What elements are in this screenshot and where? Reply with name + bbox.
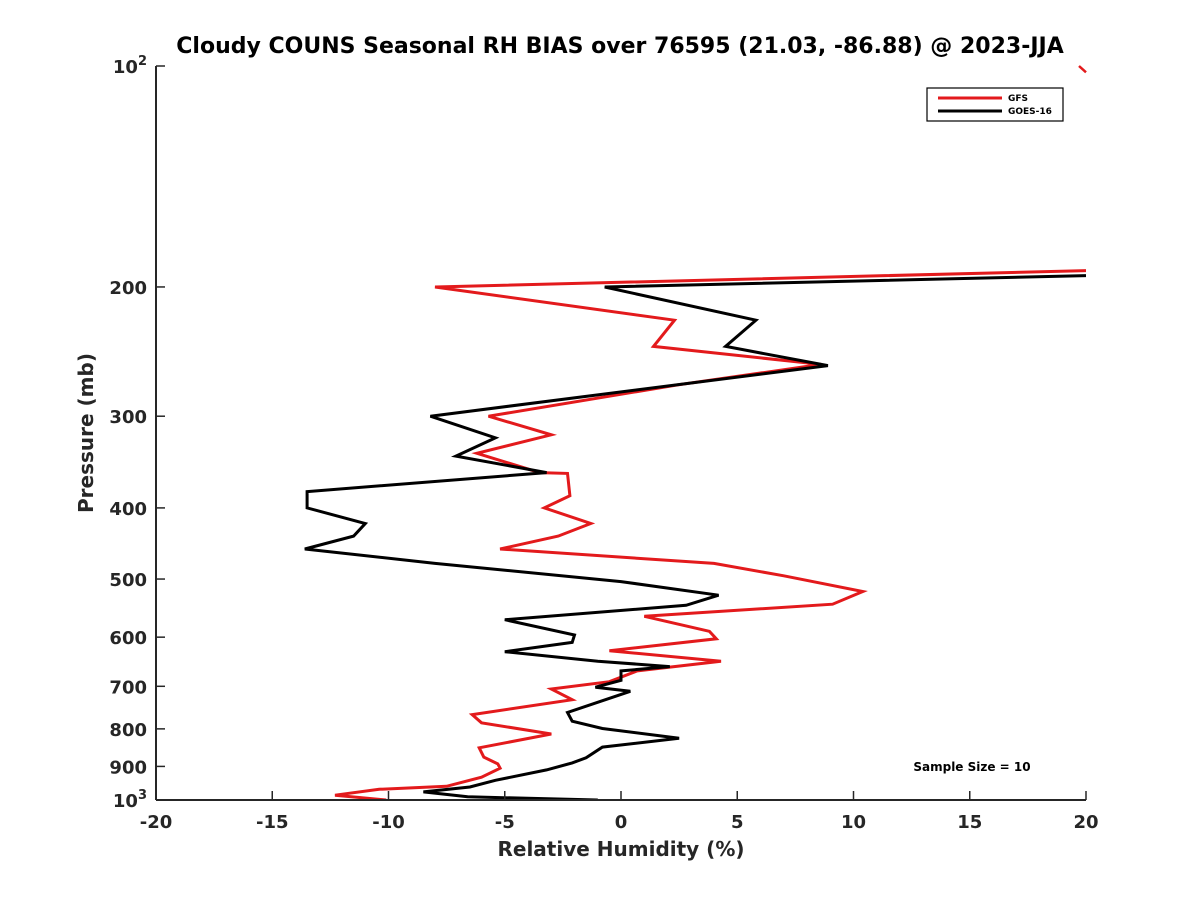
chart-title: Cloudy COUNS Seasonal RH BIAS over 76595… <box>176 34 1063 59</box>
y-tick-label: 800 <box>109 720 147 741</box>
y-tick-label: 200 <box>109 278 147 299</box>
x-tick-label: 5 <box>731 812 744 833</box>
legend: GFS GOES-16 <box>926 87 1064 122</box>
y-tick-label: 500 <box>109 570 147 591</box>
x-tick-label: 0 <box>615 812 628 833</box>
legend-label-gfs: GFS <box>1008 94 1028 104</box>
x-axis-label: Relative Humidity (%) <box>497 837 744 861</box>
y-tick-label: 400 <box>109 499 147 520</box>
series-line-goes16 <box>304 274 1086 800</box>
legend-box <box>926 87 1064 122</box>
legend-label-goes16: GOES-16 <box>1008 107 1052 117</box>
sample-size-annotation: Sample Size = 10 <box>913 760 1030 774</box>
x-tick-label: 10 <box>841 812 866 833</box>
y-tick-label: 103 <box>113 788 147 812</box>
y-tick-label: 102 <box>113 54 147 78</box>
x-tick-label: -10 <box>372 812 405 833</box>
y-axis-label: Pressure (mb) <box>74 353 98 513</box>
x-axis-ticks: -20 -15 -10 -5 0 5 10 15 20 <box>140 791 1099 833</box>
x-tick-label: -5 <box>495 812 515 833</box>
x-tick-label: 20 <box>1073 812 1098 833</box>
x-tick-label: -15 <box>256 812 289 833</box>
series-line-gfs <box>334 269 1086 800</box>
x-tick-label: -20 <box>140 812 173 833</box>
y-tick-label: 700 <box>109 677 147 698</box>
gfs-clipped-tick <box>1078 65 1087 74</box>
y-tick-label: 300 <box>109 407 147 428</box>
y-tick-label: 900 <box>109 757 147 778</box>
y-tick-label: 600 <box>109 628 147 649</box>
y-axis-ticks: 102 200 300 400 500 600 700 800 900 103 <box>109 54 165 812</box>
x-tick-label: 15 <box>957 812 982 833</box>
series-layer <box>304 269 1086 800</box>
